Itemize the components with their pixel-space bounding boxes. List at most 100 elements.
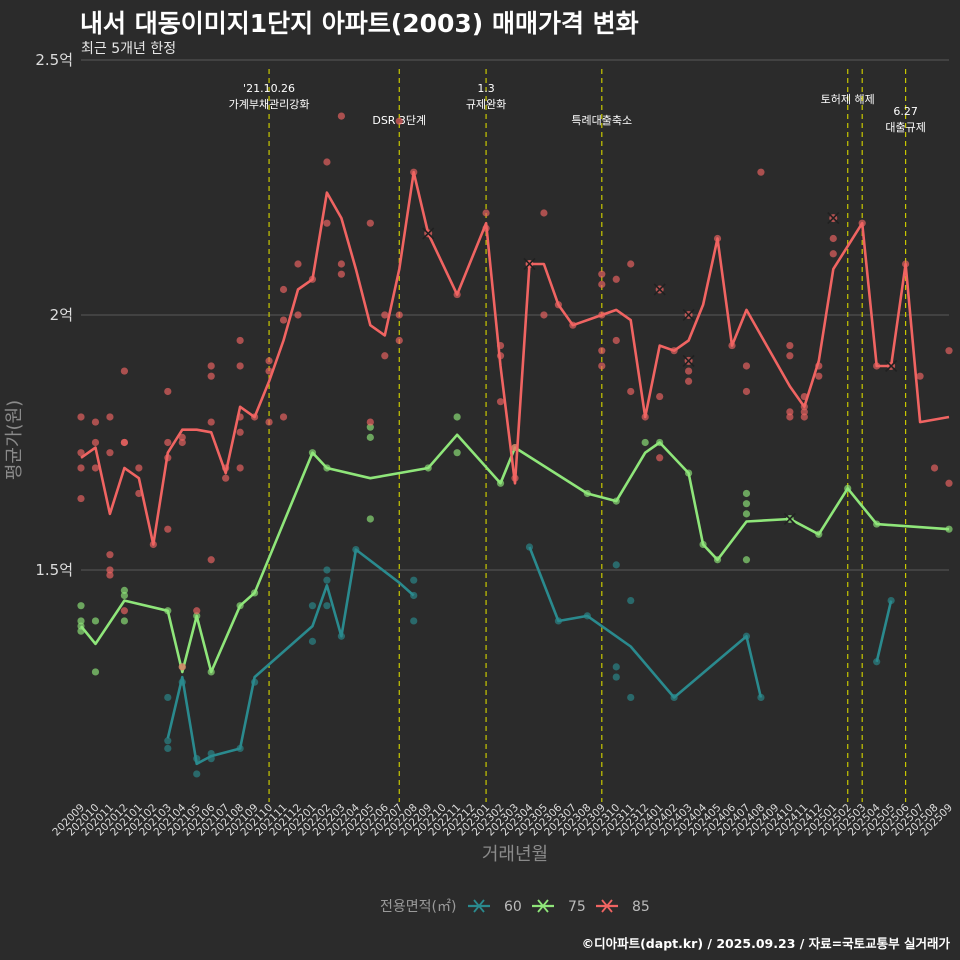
data-point	[193, 770, 201, 778]
legend-swatch-cross	[601, 899, 613, 913]
data-point	[77, 464, 85, 472]
data-point	[106, 413, 114, 421]
gridlines	[81, 59, 949, 571]
data-point	[453, 449, 461, 457]
data-point	[337, 112, 345, 120]
data-point	[120, 607, 128, 615]
data-point	[800, 413, 808, 421]
data-point	[786, 413, 794, 421]
data-point	[742, 500, 751, 508]
data-point	[410, 576, 418, 584]
data-point	[366, 515, 374, 523]
data-point	[323, 158, 331, 166]
y-tick-label: 2억	[50, 306, 73, 324]
data-point	[164, 438, 172, 447]
y-tick-label: 1.5억	[35, 561, 73, 579]
data-point	[598, 362, 606, 370]
data-point	[236, 336, 244, 345]
data-point	[77, 494, 85, 503]
data-point	[207, 362, 215, 370]
data-point	[598, 347, 606, 355]
cross-marker	[422, 227, 435, 240]
data-point	[77, 449, 85, 457]
data-point	[207, 556, 215, 564]
data-point	[641, 438, 649, 447]
data-point	[279, 413, 288, 421]
legend-swatch-cross	[473, 899, 485, 913]
data-point	[366, 423, 374, 431]
legend-label: 75	[568, 899, 586, 915]
series-group	[77, 112, 953, 778]
data-point	[279, 316, 288, 324]
legend-item-75: 75	[532, 899, 586, 915]
data-point	[453, 413, 461, 421]
legend-title: 전용면적(㎡)	[380, 899, 456, 915]
data-point	[91, 617, 100, 625]
data-point	[627, 693, 635, 702]
data-point	[612, 561, 620, 569]
data-point	[627, 387, 635, 396]
data-point	[164, 693, 172, 702]
data-point	[91, 668, 100, 676]
data-point	[612, 275, 620, 283]
data-point	[236, 428, 244, 436]
data-point	[120, 617, 128, 625]
data-point	[656, 392, 664, 401]
data-point	[786, 352, 794, 360]
event-label: 특례대출축소	[571, 114, 632, 127]
cross-marker	[682, 354, 695, 367]
y-axis-title: 평균가(원)	[4, 400, 25, 480]
data-point	[178, 433, 186, 441]
cross-marker	[682, 308, 695, 322]
legend-item-85: 85	[596, 899, 650, 915]
data-point	[757, 168, 765, 176]
data-point	[120, 586, 128, 594]
data-point	[265, 357, 273, 365]
series-line	[80, 170, 950, 546]
data-point	[178, 663, 186, 671]
data-point	[742, 510, 751, 518]
legend-item-60: 60	[468, 899, 522, 915]
data-point	[945, 347, 953, 355]
data-point	[540, 209, 548, 217]
legend: 전용면적(㎡) 60 75 85	[380, 899, 650, 915]
data-point	[77, 617, 85, 625]
data-point	[482, 209, 490, 217]
data-point	[540, 311, 548, 319]
data-point	[294, 260, 302, 268]
data-point	[887, 596, 895, 605]
data-point	[742, 489, 751, 498]
data-point	[945, 479, 953, 487]
chart-subtitle: 최근 5개년 한정	[81, 41, 177, 57]
data-point	[77, 413, 85, 421]
data-point	[236, 362, 244, 370]
data-point	[395, 336, 403, 345]
series-85	[77, 112, 953, 671]
x-axis-ticks: 2020092020102020112020122021012021022021…	[50, 801, 955, 838]
data-point	[120, 367, 128, 375]
data-point	[829, 250, 837, 258]
data-point	[236, 464, 244, 472]
data-point	[164, 737, 172, 745]
data-point	[786, 408, 794, 416]
cross-marker	[783, 512, 796, 526]
data-point	[612, 336, 620, 345]
data-point	[120, 591, 128, 600]
data-point	[135, 464, 143, 472]
data-point	[786, 341, 794, 350]
data-point	[742, 387, 751, 396]
legend-label: 60	[504, 899, 522, 915]
data-point	[164, 525, 172, 533]
data-point	[337, 270, 345, 278]
data-point	[598, 270, 606, 278]
data-point	[685, 377, 693, 385]
data-point	[207, 418, 215, 426]
data-point	[930, 464, 939, 472]
data-point	[178, 438, 186, 447]
data-point	[685, 367, 693, 375]
data-point	[323, 219, 331, 227]
series-line	[528, 546, 763, 699]
data-point	[366, 433, 374, 441]
series-line	[875, 600, 893, 663]
